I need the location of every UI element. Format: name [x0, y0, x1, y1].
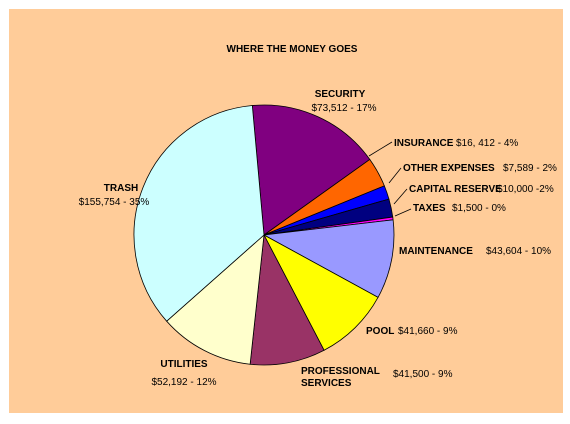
chart-title: WHERE THE MONEY GOES	[227, 44, 358, 55]
slice-value-label: $41,500 - 9%	[393, 369, 453, 380]
slice-name-label: OTHER EXPENSES	[403, 163, 495, 174]
slice-value-label: $10,000 -2%	[497, 184, 554, 195]
slice-value-label: $52,192 - 12%	[151, 377, 216, 388]
slice-value-label: $73,512 - 17%	[311, 103, 376, 114]
chart-area: WHERE THE MONEY GOES SECURITY $73,512 - 1…	[9, 9, 563, 413]
slice-name-label: PROFESSIONAL	[301, 366, 380, 377]
slice-name-label: TAXES	[413, 203, 446, 214]
slice-name-label: UTILITIES	[160, 359, 208, 370]
leader-lines	[368, 141, 412, 217]
slice-maintenance	[262, 219, 395, 298]
slice-value-label: $41,660 - 9%	[398, 326, 458, 337]
slice-value-label: $43,604 - 10%	[486, 246, 551, 257]
leader-line	[388, 167, 402, 184]
slice-name-label: TRASH	[104, 183, 138, 194]
slice-name-label: SECURITY	[315, 89, 366, 100]
leader-line	[394, 208, 412, 217]
slice-value-label: $155,754 - 35%	[79, 197, 150, 208]
slice-name-label: CAPITAL RESERVE	[409, 184, 502, 195]
slice-value-label: $1,500 - 0%	[452, 203, 506, 214]
pie-chart: WHERE THE MONEY GOES SECURITY $73,512 - 1…	[79, 44, 557, 389]
slice-name-label: SERVICES	[301, 378, 352, 389]
slice-value-label: $16, 412 - 4%	[456, 138, 518, 149]
slice-security	[251, 104, 371, 236]
slice-trash	[133, 105, 265, 322]
leader-line	[368, 141, 393, 157]
slice-pool	[263, 234, 379, 351]
slice-professional-services	[249, 233, 325, 366]
pie-slices	[133, 104, 395, 366]
slice-name-label: INSURANCE	[394, 138, 454, 149]
slice-labels: SECURITY $73,512 - 17% INSURANCE $16, 412 -…	[79, 89, 557, 389]
slice-value-label: $7,589 - 2%	[503, 163, 557, 174]
slice-name-label: POOL	[366, 326, 394, 337]
slice-utilities	[166, 234, 265, 365]
slice-name-label: MAINTENANCE	[399, 246, 473, 257]
leader-line	[393, 188, 408, 205]
